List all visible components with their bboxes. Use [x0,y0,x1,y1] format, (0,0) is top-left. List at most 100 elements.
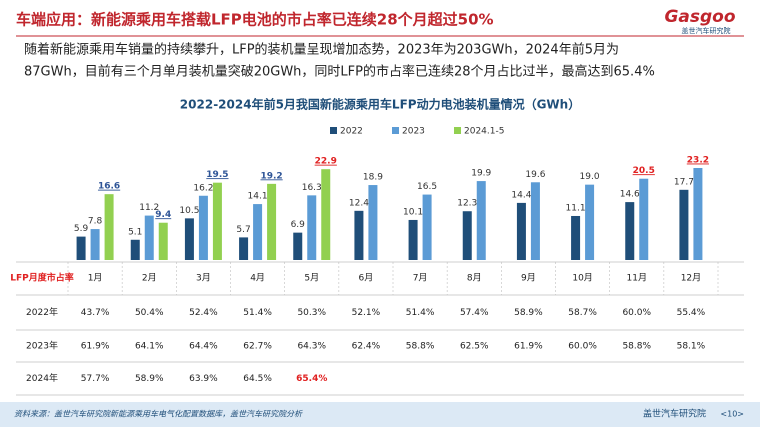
bar [476,181,486,260]
table-cell: 58.7% [568,308,597,318]
table-cell: 57.4% [460,308,489,318]
table-header: LFP月度市占率 [10,272,73,284]
x-tick-label: 8月 [467,273,482,284]
legend-label: 2023 [402,127,425,137]
bar [253,204,263,260]
x-tick-label: 3月 [196,273,211,284]
table-cell: 61.9% [81,342,110,352]
data-label: 7.8 [88,217,103,227]
table-cell: 43.7% [81,308,110,318]
table-cell: 64.3% [297,342,326,352]
bar [368,185,378,260]
logo-sub: 盖世汽车研究院 [682,26,731,35]
paragraph-line: 随着新能源乘用车销量的持续攀升，LFP的装机量呈现增加态势，2023年为203G… [24,42,619,58]
table-cell: 50.4% [135,308,164,318]
paragraph-line: 87GWh，目前有三个月单月装机量突破20GWh，同时LFP的市占率已连续28个… [24,64,655,80]
data-label: 11.1 [566,203,586,213]
bar [239,237,249,260]
page-number: <10> [720,410,744,419]
data-label: 14.6 [620,190,640,200]
table-cell: 65.4% [296,374,327,384]
row-label: 2023年 [26,340,58,352]
legend-swatch [454,127,461,134]
table-cell: 58.8% [622,342,651,352]
row-label: 2024年 [26,372,58,384]
data-label: 12.4 [349,198,369,208]
data-label: 16.6 [98,182,120,192]
x-tick-label: 10月 [572,273,592,284]
bar [462,211,472,260]
bar [354,210,364,260]
bar [585,184,595,260]
bar [90,229,100,260]
bar [307,195,317,260]
table-cell: 62.7% [243,342,272,352]
data-label: 17.7 [674,177,694,187]
data-label: 19.9 [471,169,491,179]
table-cell: 60.0% [568,342,597,352]
table-cell: 61.9% [514,342,543,352]
data-label: 16.2 [193,183,213,193]
bar [267,183,277,260]
bar [158,222,168,260]
bar [693,168,703,260]
bar [530,182,540,260]
bar [144,215,154,260]
bar [679,189,689,260]
bar [408,219,418,260]
data-label: 11.2 [139,203,159,213]
data-label: 19.5 [206,170,228,180]
x-tick-label: 12月 [681,273,701,284]
data-label: 16.3 [302,183,322,193]
table-cell: 52.1% [352,308,381,318]
data-label: 10.5 [179,206,199,216]
table-cell: 50.3% [297,308,326,318]
table-cell: 55.4% [677,308,706,318]
data-label: 5.9 [74,224,89,234]
table-cell: 58.9% [135,374,164,384]
table-cell: 58.8% [406,342,435,352]
bar [76,236,86,260]
table-cell: 58.9% [514,308,543,318]
data-label: 14.4 [511,190,531,200]
table-cell: 64.1% [135,342,164,352]
data-label: 16.5 [417,182,437,192]
table-cell: 62.5% [460,342,489,352]
row-label: 2022年 [26,306,58,318]
bar [293,232,303,260]
data-label: 18.9 [363,173,383,183]
x-tick-label: 4月 [250,273,265,284]
legend-label: 2022 [340,127,363,137]
table-cell: 52.4% [189,308,218,318]
x-tick-label: 6月 [359,273,374,284]
bar [198,195,208,260]
chart-title: 2022-2024年前5月我国新能源乘用车LFP动力电池装机量情况（GWh） [180,97,580,112]
bar [571,215,581,260]
x-tick-label: 7月 [413,273,428,284]
source: 资料来源：盖世汽车研究院新能源乘用车电气化配置数据库，盖世汽车研究院分析 [14,410,303,419]
x-tick-label: 1月 [88,273,103,284]
data-label: 10.1 [403,207,423,217]
data-label: 14.1 [248,192,268,202]
bar [130,239,140,260]
table-cell: 64.5% [243,374,272,384]
x-tick-label: 5月 [304,273,319,284]
table-cell: 60.0% [622,308,651,318]
bar [212,182,222,260]
data-label: 23.2 [687,156,709,166]
bar [104,194,114,260]
footer-brand: 盖世汽车研究院 [643,408,706,420]
bar [625,202,635,260]
table-cell: 51.4% [406,308,435,318]
x-tick-label: 9月 [521,273,536,284]
data-label: 5.7 [236,225,250,235]
x-tick-label: 11月 [627,273,647,284]
legend-swatch [330,127,337,134]
data-label: 5.1 [128,227,142,237]
footer-band [0,402,760,427]
table-cell: 63.9% [189,374,218,384]
data-label: 22.9 [315,157,337,167]
bar [516,202,526,260]
table-cell: 51.4% [243,308,272,318]
